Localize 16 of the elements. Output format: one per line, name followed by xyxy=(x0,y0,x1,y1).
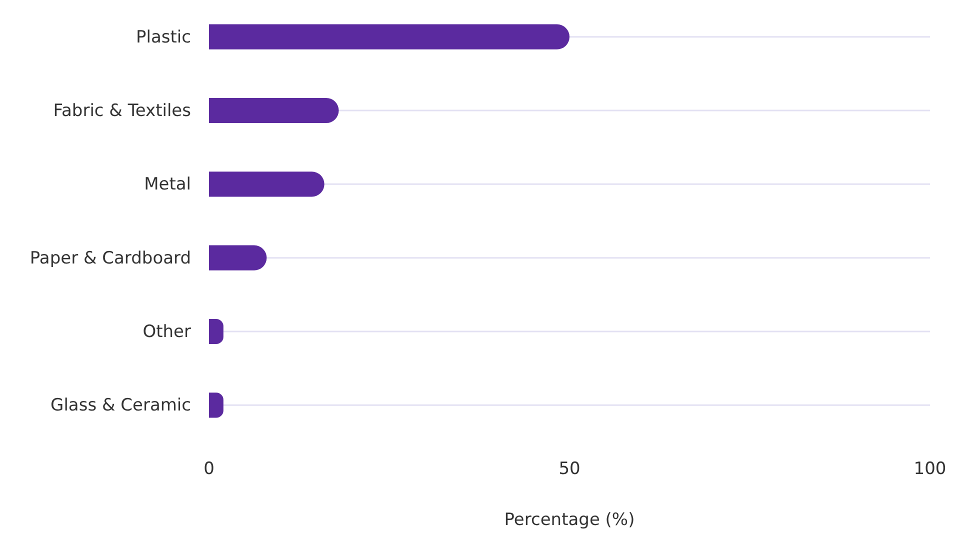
x-axis-title: Percentage (%) xyxy=(504,510,635,530)
bar xyxy=(209,172,324,197)
bar xyxy=(209,392,224,418)
bar xyxy=(209,24,570,50)
y-tick-label: Plastic xyxy=(136,27,191,48)
y-tick-label: Other xyxy=(142,322,191,342)
bar xyxy=(209,98,339,124)
y-tick-label: Metal xyxy=(144,174,191,195)
y-tick-label: Fabric & Textiles xyxy=(53,100,192,121)
x-tick-label: 0 xyxy=(204,459,214,480)
y-tick-label: Glass & Ceramic xyxy=(50,396,191,416)
x-tick-label: 50 xyxy=(558,459,580,480)
bar xyxy=(209,245,267,270)
x-tick-label: 100 xyxy=(914,459,946,480)
bar xyxy=(209,318,224,344)
y-tick-label: Paper & Cardboard xyxy=(30,248,191,268)
